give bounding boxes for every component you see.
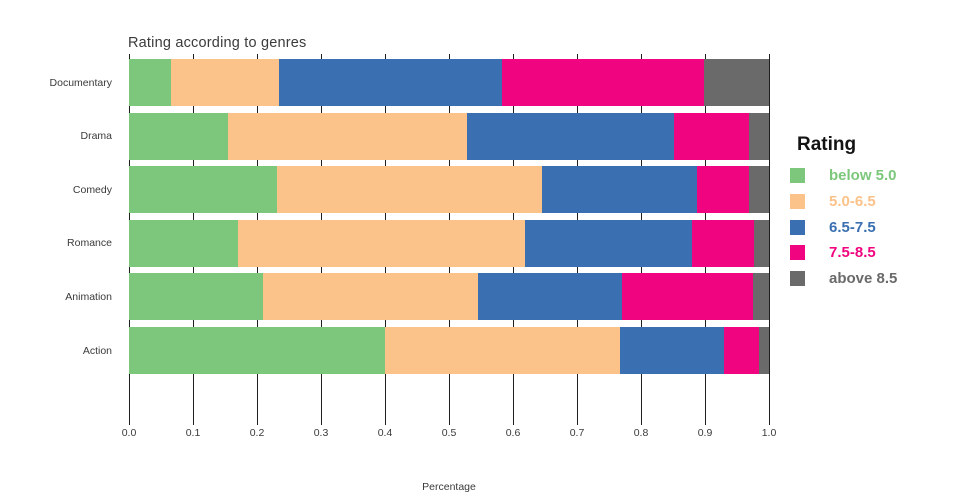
bar-segment-romance-above-8.5	[754, 219, 769, 267]
bar-segment-animation-7.5-8.5	[621, 273, 753, 321]
bar-segment-romance-6.5-7.5	[525, 219, 692, 267]
y-axis-label-drama: Drama	[80, 130, 112, 143]
legend-label: 7.5-8.5	[829, 244, 876, 262]
bar-segment-documentary-5.0-6.5	[171, 59, 280, 106]
legend-title: Rating	[797, 134, 857, 155]
bar-segment-animation-below-5.0	[129, 273, 264, 321]
legend-swatch-icon	[790, 168, 805, 184]
legend-swatch-icon	[790, 194, 805, 210]
bar-segment-drama-above-8.5	[748, 112, 769, 160]
bar-segment-animation-5.0-6.5	[263, 273, 478, 321]
bar-row-drama	[129, 112, 769, 160]
bar-segment-action-above-8.5	[759, 327, 769, 374]
x-axis-tick-label: 1.0	[761, 427, 777, 439]
bar-segment-romance-below-5.0	[129, 219, 239, 267]
x-axis-tick-label: 0.9	[697, 427, 713, 439]
bar-row-action	[129, 327, 769, 374]
legend-item-below-5.0: below 5.0	[790, 163, 897, 189]
x-axis-title: Percentage	[422, 481, 476, 493]
legend-item-5.0-6.5: 5.0-6.5	[790, 189, 897, 215]
x-axis-tick-label: 0.8	[633, 427, 649, 439]
bar-segment-animation-6.5-7.5	[477, 273, 622, 321]
x-axis-tick-label: 0.4	[377, 427, 393, 439]
bar-segment-documentary-6.5-7.5	[279, 59, 503, 106]
bar-segment-romance-5.0-6.5	[238, 219, 526, 267]
x-axis-tick-label: 0.0	[121, 427, 137, 439]
bar-row-comedy	[129, 166, 769, 214]
bar-segment-documentary-below-5.0	[129, 59, 172, 106]
legend-item-above-8.5: above 8.5	[790, 266, 897, 292]
plot-area	[128, 54, 770, 425]
legend-label: above 8.5	[829, 270, 898, 288]
bar-row-romance	[129, 219, 769, 267]
x-axis-tick-label: 0.7	[569, 427, 585, 439]
bar-segment-animation-above-8.5	[753, 273, 769, 321]
x-axis-tick-label: 0.3	[313, 427, 329, 439]
bar-segment-comedy-7.5-8.5	[696, 166, 750, 214]
bar-segment-action-5.0-6.5	[385, 327, 620, 374]
legend-item-6.5-7.5: 6.5-7.5	[790, 214, 897, 240]
legend-items: below 5.0 5.0-6.5 6.5-7.5 7.5-8.5 above 8.5	[790, 163, 897, 291]
bar-segment-drama-7.5-8.5	[674, 112, 749, 160]
bar-segment-drama-5.0-6.5	[228, 112, 467, 160]
bar-segment-action-below-5.0	[129, 327, 385, 374]
legend: Rating below 5.0 5.0-6.5 6.5-7.5 7.5-8.5 abo…	[790, 134, 897, 291]
bar-row-documentary	[129, 59, 769, 106]
gridline	[768, 54, 770, 425]
bar-segment-comedy-6.5-7.5	[542, 166, 697, 214]
legend-swatch-icon	[790, 245, 805, 261]
bar-segment-romance-7.5-8.5	[691, 219, 755, 267]
bar-segment-documentary-7.5-8.5	[502, 59, 704, 106]
legend-label: 5.0-6.5	[829, 193, 876, 211]
y-axis-label-animation: Animation	[65, 290, 112, 303]
y-axis-label-comedy: Comedy	[72, 183, 112, 196]
bar-segment-documentary-above-8.5	[703, 59, 769, 106]
chart-title: Rating according to genres	[128, 35, 307, 51]
bar-segment-action-7.5-8.5	[724, 327, 760, 374]
x-axis-tick-label: 0.6	[505, 427, 521, 439]
bar-segment-drama-6.5-7.5	[466, 112, 675, 160]
legend-label: 6.5-7.5	[829, 218, 876, 236]
bar-segment-drama-below-5.0	[129, 112, 229, 160]
legend-swatch-icon	[790, 219, 805, 235]
x-axis-tick-label: 0.1	[185, 427, 201, 439]
bar-segment-comedy-5.0-6.5	[276, 166, 543, 214]
y-axis-label-action: Action	[82, 344, 112, 357]
x-axis-tick-label: 0.2	[249, 427, 265, 439]
x-axis-tick-label: 0.5	[441, 427, 457, 439]
legend-label: below 5.0	[829, 167, 897, 185]
bar-segment-action-6.5-7.5	[619, 327, 725, 374]
y-axis-label-documentary: Documentary	[49, 76, 112, 89]
legend-item-7.5-8.5: 7.5-8.5	[790, 240, 897, 266]
bar-segment-comedy-above-8.5	[749, 166, 769, 214]
y-axis-label-romance: Romance	[67, 237, 112, 250]
legend-swatch-icon	[790, 271, 805, 287]
bar-row-animation	[129, 273, 769, 321]
bar-segment-comedy-below-5.0	[129, 166, 277, 214]
